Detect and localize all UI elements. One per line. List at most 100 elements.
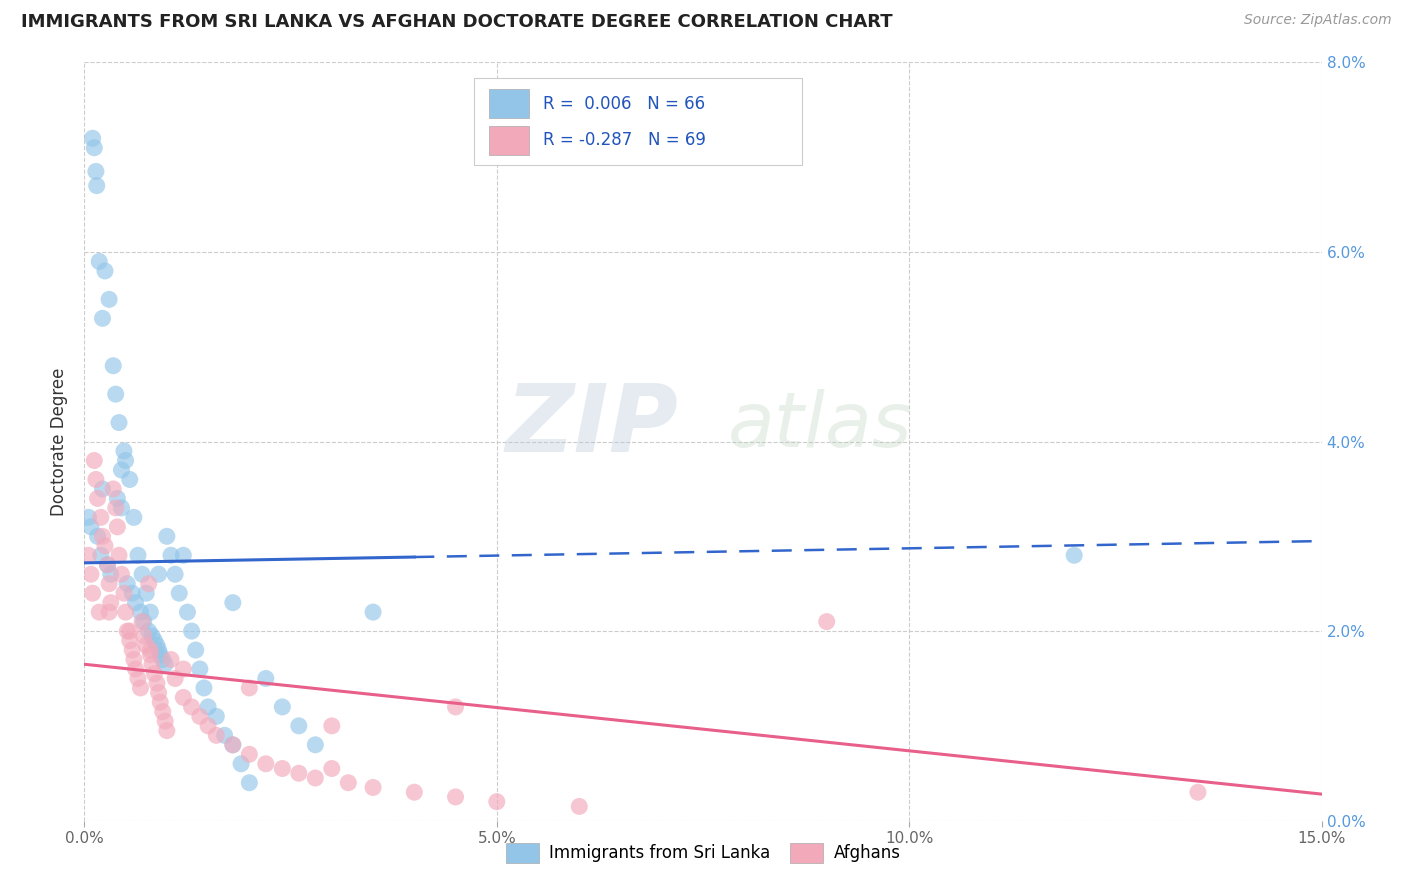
Point [127, 672, 149, 686]
Point [114, 453, 136, 467]
Point [90, 548, 112, 563]
Point [77, 510, 100, 524]
Point [485, 795, 508, 809]
Point [337, 776, 360, 790]
Point [117, 624, 139, 639]
Y-axis label: Doctorate Degree: Doctorate Degree [51, 368, 69, 516]
Point [172, 690, 194, 705]
Point [271, 762, 294, 776]
Point [108, 416, 131, 430]
Point [205, 709, 228, 723]
Point [238, 681, 260, 695]
Point [105, 491, 128, 506]
Point [112, 586, 135, 600]
Point [132, 615, 155, 629]
Point [90, 510, 112, 524]
FancyBboxPatch shape [474, 78, 801, 165]
Point [197, 699, 219, 714]
Point [361, 605, 384, 619]
Point [188, 709, 211, 723]
Point [153, 714, 176, 728]
Point [131, 615, 153, 629]
Point [271, 699, 294, 714]
Point [122, 510, 145, 524]
Point [156, 529, 179, 543]
Point [222, 738, 245, 752]
FancyBboxPatch shape [489, 89, 529, 118]
Point [152, 652, 174, 666]
Point [91, 311, 114, 326]
Point [139, 648, 162, 662]
Point [288, 719, 311, 733]
Text: Source: ZipAtlas.com: Source: ZipAtlas.com [1244, 13, 1392, 28]
Point [96, 558, 118, 572]
Point [165, 567, 187, 582]
Point [321, 719, 343, 733]
Point [143, 666, 166, 681]
Point [121, 586, 143, 600]
Point [188, 662, 211, 676]
Point [94, 539, 117, 553]
Point [138, 576, 160, 591]
Point [254, 756, 277, 771]
Point [141, 657, 163, 672]
Point [96, 558, 118, 572]
Point [167, 586, 190, 600]
Point [89, 605, 111, 619]
Point [139, 605, 162, 619]
Point [103, 482, 125, 496]
Point [149, 648, 172, 662]
Point [127, 548, 149, 563]
Point [112, 444, 135, 458]
Point [304, 738, 326, 752]
Point [146, 676, 169, 690]
Point [165, 672, 187, 686]
Point [238, 747, 260, 762]
Point [91, 482, 114, 496]
Point [135, 586, 157, 600]
Text: IMMIGRANTS FROM SRI LANKA VS AFGHAN DOCTORATE DEGREE CORRELATION CHART: IMMIGRANTS FROM SRI LANKA VS AFGHAN DOCT… [21, 13, 893, 31]
Legend: Immigrants from Sri Lanka, Afghans: Immigrants from Sri Lanka, Afghans [499, 837, 907, 869]
Point [321, 762, 343, 776]
Point [148, 567, 170, 582]
Point [80, 520, 103, 534]
Point [124, 596, 146, 610]
Point [100, 567, 122, 582]
Point [172, 662, 194, 676]
Point [238, 776, 260, 790]
Point [77, 548, 100, 563]
Point [80, 567, 103, 582]
Point [288, 766, 311, 780]
Point [83, 453, 105, 467]
Point [89, 254, 111, 268]
Point [444, 789, 467, 804]
Point [143, 633, 166, 648]
Point [118, 473, 141, 487]
Point [138, 624, 160, 639]
Point [117, 576, 139, 591]
Point [98, 576, 121, 591]
Point [160, 652, 183, 666]
Point [100, 596, 122, 610]
Point [108, 548, 131, 563]
Point [148, 643, 170, 657]
Point [149, 695, 172, 709]
Point [184, 643, 207, 657]
Point [122, 652, 145, 666]
Point [86, 529, 108, 543]
Point [104, 500, 127, 515]
Text: R = -0.287   N = 69: R = -0.287 N = 69 [543, 131, 706, 149]
Point [361, 780, 384, 795]
Point [121, 643, 143, 657]
Point [118, 624, 141, 639]
Point [180, 624, 202, 639]
Text: ZIP: ZIP [505, 380, 678, 473]
Point [114, 605, 136, 619]
Point [103, 359, 125, 373]
Point [222, 596, 245, 610]
Point [129, 681, 152, 695]
Point [118, 633, 141, 648]
Point [146, 638, 169, 652]
Point [1187, 785, 1209, 799]
Point [404, 785, 426, 799]
